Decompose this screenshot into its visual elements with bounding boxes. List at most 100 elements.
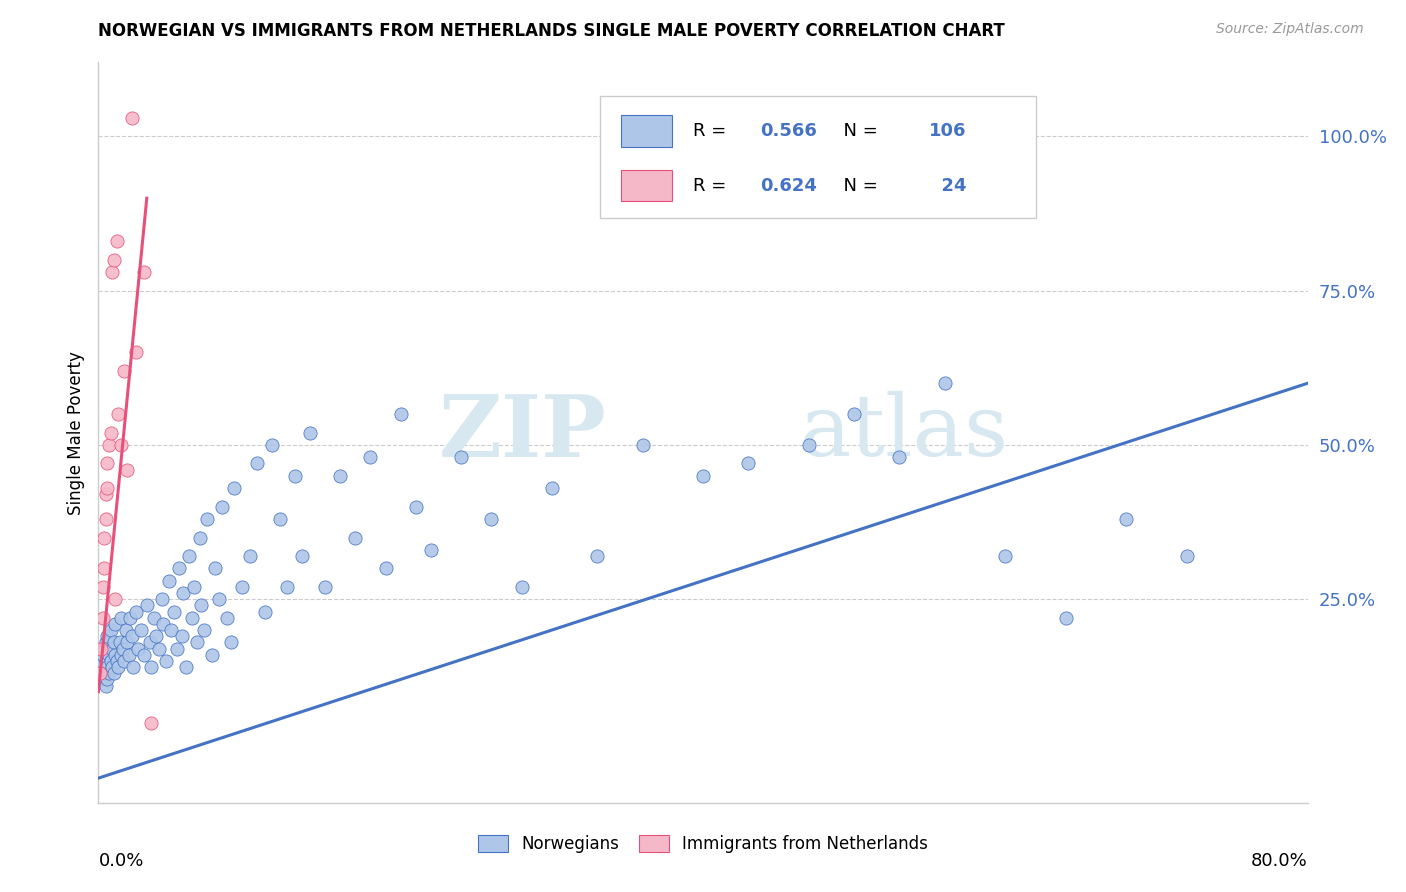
Point <box>450 450 472 465</box>
Point <box>115 635 138 649</box>
Y-axis label: Single Male Poverty: Single Male Poverty <box>66 351 84 515</box>
Bar <box>621 170 672 201</box>
Point <box>93 531 115 545</box>
Point <box>129 623 152 637</box>
Legend: Norwegians, Immigrants from Netherlands: Norwegians, Immigrants from Netherlands <box>470 826 936 861</box>
Point <box>100 623 122 637</box>
Point <box>112 364 135 378</box>
Point <box>141 715 163 730</box>
FancyBboxPatch shape <box>600 95 1035 218</box>
Point <box>284 468 307 483</box>
Point <box>91 648 114 662</box>
Point <box>159 574 181 588</box>
Point <box>797 438 820 452</box>
Point <box>101 641 124 656</box>
Point <box>215 611 238 625</box>
Text: NORWEGIAN VS IMMIGRANTS FROM NETHERLANDS SINGLE MALE POVERTY CORRELATION CHART: NORWEGIAN VS IMMIGRANTS FROM NETHERLANDS… <box>98 22 1005 40</box>
Bar <box>621 115 672 146</box>
Point <box>108 635 131 649</box>
Point <box>96 660 118 674</box>
Point <box>314 580 336 594</box>
Point <box>481 512 503 526</box>
Point <box>120 611 142 625</box>
Point <box>262 438 284 452</box>
Point <box>170 629 193 643</box>
Point <box>125 605 148 619</box>
Point <box>276 580 298 594</box>
Point <box>166 641 188 656</box>
Point <box>107 407 129 421</box>
Point <box>105 654 128 668</box>
Point <box>91 673 114 687</box>
Point <box>101 660 124 674</box>
Point <box>692 468 714 483</box>
Point <box>389 407 412 421</box>
Point <box>103 666 125 681</box>
Point <box>631 438 654 452</box>
Point <box>103 635 125 649</box>
Point <box>110 648 132 662</box>
Point <box>104 616 127 631</box>
Point <box>93 641 115 656</box>
Point <box>91 580 114 594</box>
Text: atlas: atlas <box>800 391 1010 475</box>
Point <box>110 611 132 625</box>
Text: Source: ZipAtlas.com: Source: ZipAtlas.com <box>1216 22 1364 37</box>
Point <box>98 648 121 662</box>
Point <box>98 438 121 452</box>
Point <box>172 586 194 600</box>
Point <box>246 457 269 471</box>
Point <box>118 648 141 662</box>
Point <box>195 512 218 526</box>
Point <box>889 450 911 465</box>
Point <box>96 457 118 471</box>
Text: N =: N = <box>832 177 884 194</box>
Point <box>90 641 112 656</box>
Text: R =: R = <box>693 122 733 140</box>
Point <box>94 654 117 668</box>
Point <box>110 438 132 452</box>
Point <box>135 599 157 613</box>
Point <box>1175 549 1198 563</box>
Point <box>239 549 262 563</box>
Point <box>89 666 111 681</box>
Text: 106: 106 <box>929 122 966 140</box>
Point <box>179 549 201 563</box>
Point <box>96 481 118 495</box>
Point <box>94 679 117 693</box>
Point <box>510 580 533 594</box>
Point <box>420 542 443 557</box>
Point <box>211 500 233 514</box>
Point <box>374 561 396 575</box>
Point <box>190 599 212 613</box>
Point <box>94 487 117 501</box>
Point <box>167 561 190 575</box>
Point <box>143 611 166 625</box>
Point <box>163 605 186 619</box>
Point <box>93 561 115 575</box>
Text: 0.624: 0.624 <box>759 177 817 194</box>
Point <box>193 623 215 637</box>
Point <box>103 252 125 267</box>
Point <box>100 425 122 440</box>
Text: ZIP: ZIP <box>439 391 606 475</box>
Point <box>115 462 138 476</box>
Text: R =: R = <box>693 177 733 194</box>
Point <box>269 512 291 526</box>
Point <box>132 265 155 279</box>
Point <box>231 580 253 594</box>
Point <box>121 111 143 125</box>
Point <box>844 407 866 421</box>
Point <box>127 641 149 656</box>
Point <box>224 481 246 495</box>
Point <box>148 641 170 656</box>
Point <box>100 654 122 668</box>
Point <box>112 654 135 668</box>
Point <box>94 512 117 526</box>
Point <box>253 605 276 619</box>
Point <box>122 660 145 674</box>
Point <box>737 457 759 471</box>
Point <box>299 425 322 440</box>
Point <box>201 648 224 662</box>
Point <box>89 660 111 674</box>
